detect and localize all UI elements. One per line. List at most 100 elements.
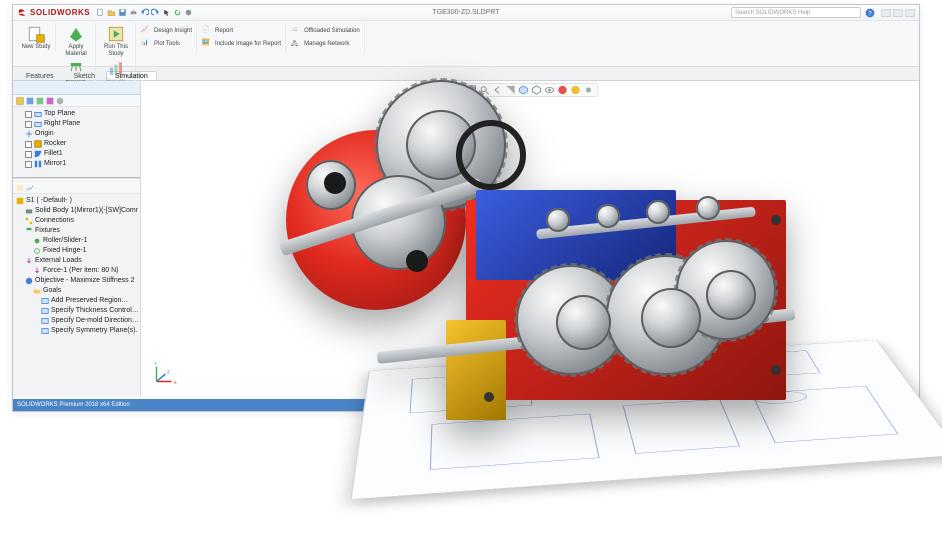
command-manager-tabs: Features Sketch Simulation [13, 67, 919, 81]
orientation-triad-icon[interactable]: X Y Z [149, 359, 179, 389]
sim-goal-4[interactable]: Specify Symmetry Plane(s)… [15, 326, 138, 336]
force-icon [33, 267, 41, 275]
ribbon: New Study Apply Material Fixtures Adviso… [13, 21, 919, 67]
svg-text:X: X [174, 380, 177, 385]
sim-graph-icon[interactable] [26, 184, 34, 192]
sim-panel-icons [13, 182, 140, 194]
sim-goals-folder[interactable]: Goals [15, 286, 138, 296]
svg-text:Z: Z [167, 369, 170, 374]
sim-connections[interactable]: Connections [15, 216, 138, 226]
tree-plane-top[interactable]: Top Plane [15, 109, 138, 119]
run-icon [107, 25, 125, 43]
body-icon [25, 207, 33, 215]
prev-view-icon[interactable] [493, 85, 503, 95]
sim-study-icon[interactable] [16, 184, 24, 192]
ribbon-run-button[interactable]: Run This Study [99, 23, 133, 58]
goal-icon [41, 307, 49, 315]
origin-icon [25, 130, 33, 138]
apply-scene-icon[interactable] [571, 85, 581, 95]
tab-features[interactable]: Features [17, 71, 63, 80]
edit-appearance-icon[interactable] [558, 85, 568, 95]
view-orient-icon[interactable] [519, 85, 529, 95]
results-icon [107, 60, 125, 78]
sim-ext-loads[interactable]: External Loads [15, 256, 138, 266]
heads-up-view-toolbar [462, 83, 599, 97]
ribbon-new-study-button[interactable]: New Study [19, 23, 53, 51]
roller-icon [33, 237, 41, 245]
ribbon-report-button[interactable]: 📄Report [202, 25, 281, 37]
help-icon[interactable]: ? [865, 8, 875, 18]
svg-text:?: ? [868, 10, 872, 17]
svg-text:Y: Y [154, 361, 157, 366]
tree-feat-fillet[interactable]: Fillet1 [15, 149, 138, 159]
plane-icon [34, 120, 42, 128]
fm-display-icon[interactable] [56, 97, 64, 105]
graphics-viewport[interactable]: X Y Z Model Motion Study 1 S1 [141, 81, 919, 397]
folder-icon [33, 287, 41, 295]
qat-new-icon[interactable] [96, 8, 105, 17]
feature-manager-panel: Top Plane Right Plane Origin Rocker Fill… [13, 81, 141, 397]
tree-feat-mirror[interactable]: Mirror1 [15, 159, 138, 169]
sim-force-1[interactable]: Force-1 (Per item: 80 N) [15, 266, 138, 276]
qat-save-icon[interactable] [118, 8, 127, 17]
quick-access-toolbar [96, 8, 193, 17]
titlebar: SOLIDWORKS TGE300-ZD.SLDPRT Search SOLID… [13, 5, 919, 21]
simulation-tree: S1 ( -Default- ) Solid Body 1(Mirror1)(-… [13, 194, 140, 342]
qat-select-icon[interactable] [162, 8, 171, 17]
sim-fixture-1[interactable]: Roller/Slider-1 [15, 236, 138, 246]
view-settings-icon[interactable] [584, 85, 594, 95]
ribbon-offloaded-sim-button: ☁️Offloaded Simulation [291, 25, 360, 37]
zoom-fit-icon[interactable] [467, 85, 477, 95]
feature-tree: Top Plane Right Plane Origin Rocker Fill… [13, 107, 140, 175]
ribbon-apply-material-button[interactable]: Apply Material [59, 23, 93, 58]
fm-tree-icon[interactable] [16, 97, 24, 105]
qat-open-icon[interactable] [107, 8, 116, 17]
minimize-button[interactable] [881, 9, 891, 17]
ribbon-plot-tools-button[interactable]: 📊Plot Tools [141, 38, 192, 50]
zoom-area-icon[interactable] [480, 85, 490, 95]
study-icon [27, 25, 45, 43]
sim-fixture-2[interactable]: Fixed Hinge-1 [15, 246, 138, 256]
sim-goal-1[interactable]: Add Preserved Region… [15, 296, 138, 306]
qat-undo-icon[interactable] [140, 8, 149, 17]
status-product: SOLIDWORKS Premium 2018 x64 Edition [17, 402, 130, 408]
close-button[interactable] [905, 9, 915, 17]
document-title: TGE300-ZD.SLDPRT [432, 9, 499, 16]
window-controls [881, 9, 915, 17]
panel-splitter[interactable] [13, 177, 140, 180]
fm-dim-icon[interactable] [46, 97, 54, 105]
ribbon-design-insight-button[interactable]: 📈Design Insight [141, 25, 192, 37]
sim-body[interactable]: Solid Body 1(Mirror1)(-[SW]Commercially … [15, 206, 138, 216]
sim-root[interactable]: S1 ( -Default- ) [15, 196, 138, 206]
fm-prop-icon[interactable] [26, 97, 34, 105]
goal-icon [41, 297, 49, 305]
qat-redo-icon[interactable] [151, 8, 160, 17]
section-view-icon[interactable] [506, 85, 516, 95]
tree-feat-rocker[interactable]: Rocker [15, 139, 138, 149]
sim-fixtures[interactable]: Fixtures [15, 226, 138, 236]
ribbon-include-image-button[interactable]: 🖼️Include Image for Report [202, 38, 281, 50]
display-style-icon[interactable] [532, 85, 542, 95]
sim-objective[interactable]: Objective - Maximize Stiffness 2 [15, 276, 138, 286]
connections-icon [25, 217, 33, 225]
ribbon-manage-network-button: 🖧Manage Network [291, 38, 360, 50]
qat-rebuild-icon[interactable] [173, 8, 182, 17]
plane-icon [34, 110, 42, 118]
fillet-icon [34, 150, 42, 158]
tree-plane-right[interactable]: Right Plane [15, 119, 138, 129]
sim-goal-3[interactable]: Specify De-mold Direction… [15, 316, 138, 326]
workspace: Top Plane Right Plane Origin Rocker Fill… [13, 81, 919, 397]
sim-goal-2[interactable]: Specify Thickness Control… [15, 306, 138, 316]
maximize-button[interactable] [893, 9, 903, 17]
hinge-icon [33, 247, 41, 255]
qat-print-icon[interactable] [129, 8, 138, 17]
hide-show-icon[interactable] [545, 85, 555, 95]
panel-tab-icons [13, 95, 140, 107]
qat-options-icon[interactable] [184, 8, 193, 17]
extrude-icon [34, 140, 42, 148]
tree-origin[interactable]: Origin [15, 129, 138, 139]
fm-config-icon[interactable] [36, 97, 44, 105]
app-name: SOLIDWORKS [30, 8, 90, 17]
search-input[interactable]: Search SOLIDWORKS Help [731, 7, 861, 18]
panel-header [13, 81, 140, 95]
